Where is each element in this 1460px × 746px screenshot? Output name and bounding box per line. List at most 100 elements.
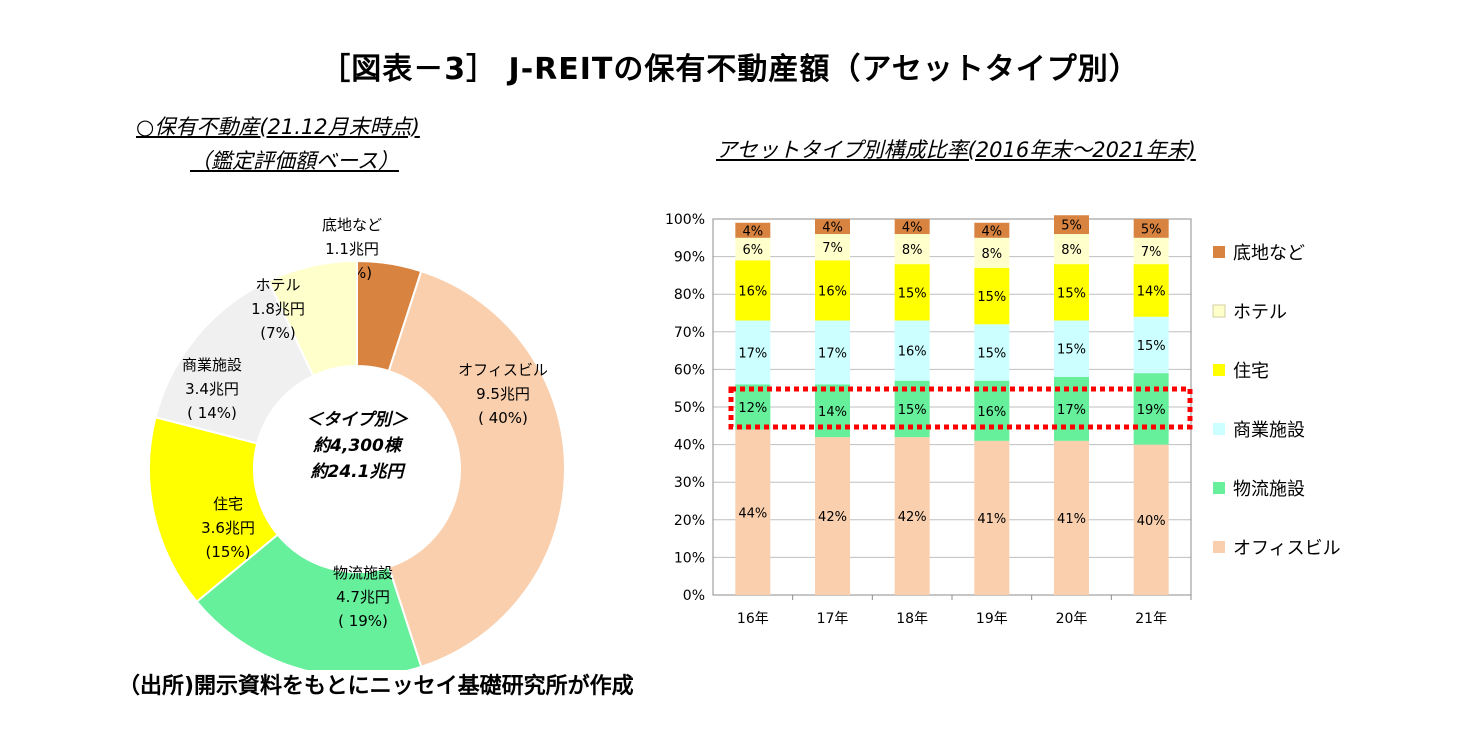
data-label-land: 4%: [743, 224, 764, 239]
donut-label-office: オフィスビル 9.5兆円( 40%): [458, 361, 548, 427]
donut-subtitle-line1: ○保有不動産(21.12月末時点): [136, 115, 420, 139]
y-tick-label: 60%: [674, 362, 705, 378]
data-label-hotel: 7%: [822, 241, 843, 256]
bar-segment-office: [974, 440, 1010, 595]
data-label-land: 4%: [982, 224, 1003, 239]
data-label-office: 40%: [1137, 514, 1166, 529]
data-label-office: 42%: [818, 510, 847, 525]
bar-segment-office: [735, 429, 771, 595]
bar-segment-retail: [1133, 316, 1169, 374]
x-tick-label: 20年: [1056, 611, 1088, 627]
donut-center-label: ＜タイプ別＞約4,300棟約24.1兆円: [306, 410, 409, 482]
bar-segment-land: [1133, 219, 1169, 238]
bar-segment-hotel: [894, 234, 930, 265]
legend-label-logistics: 物流施設: [1233, 479, 1305, 500]
bar-segment-retail: [894, 320, 930, 381]
donut-label-hotel: ホテル 1.8兆円(7%): [251, 276, 305, 342]
data-label-retail: 15%: [1137, 339, 1166, 354]
data-label-office: 41%: [977, 512, 1006, 527]
data-label-office: 41%: [1057, 512, 1086, 527]
legend-swatch-residential: [1213, 364, 1225, 376]
data-label-hotel: 8%: [902, 243, 923, 258]
donut-label-retail: 商業施設 3.4兆円( 14%): [182, 356, 242, 422]
x-tick-label: 17年: [817, 611, 849, 627]
bar-segment-retail: [974, 324, 1010, 381]
data-label-residential: 14%: [1137, 284, 1166, 299]
bar-segment-hotel: [815, 234, 850, 261]
source-note: （出所)開示資料をもとにニッセイ基礎研究所が作成: [118, 674, 634, 699]
donut-slice-retail: [154, 279, 315, 445]
data-label-logistics: 17%: [1057, 403, 1086, 418]
y-tick-label: 20%: [674, 513, 705, 529]
data-label-residential: 15%: [1057, 286, 1086, 301]
data-label-residential: 15%: [898, 286, 927, 301]
donut-label-residential: 住宅 3.6兆円(15%): [201, 495, 255, 561]
donut-label-logistics: 物流施設 4.7兆円( 19%): [333, 564, 393, 630]
x-tick-label: 18年: [896, 611, 928, 627]
bar-segment-logistics: [1133, 373, 1169, 445]
y-tick-label: 70%: [674, 325, 705, 341]
y-tick-label: 30%: [674, 475, 705, 491]
legend-label-retail: 商業施設: [1233, 420, 1305, 441]
highlight-box-logistics: [728, 386, 1193, 430]
data-label-logistics: 16%: [977, 405, 1006, 420]
donut-slice-logistics: [195, 533, 423, 670]
y-tick-label: 90%: [674, 250, 705, 266]
y-tick-label: 80%: [674, 287, 705, 303]
bar-segment-retail: [815, 320, 850, 385]
bar-segment-hotel: [1054, 234, 1089, 265]
bar-chart-subtitle: アセットタイプ別構成比率(2016年末～2021年末): [716, 138, 1196, 162]
donut-slice-residential: [148, 416, 280, 603]
bar-segment-residential: [1133, 264, 1169, 317]
bar-segment-hotel: [974, 237, 1010, 268]
bar-segment-residential: [974, 267, 1010, 325]
bar-segment-retail: [735, 320, 771, 385]
donut-slice-hotel: [267, 259, 358, 378]
bar-segment-residential: [735, 260, 771, 321]
data-label-logistics: 19%: [1137, 403, 1166, 418]
bar-segment-office: [894, 437, 930, 595]
x-tick-label: 16年: [737, 611, 769, 627]
bar-segment-residential: [1054, 264, 1089, 321]
figure-title: ［図表－3］ J-REITの保有不動産額（アセットタイプ別）: [320, 52, 1140, 87]
data-label-land: 4%: [822, 221, 843, 236]
legend-swatch-office: [1213, 541, 1225, 553]
x-tick-label: 19年: [976, 611, 1008, 627]
bar-segment-land: [1054, 215, 1089, 235]
y-tick-label: 40%: [674, 438, 705, 454]
data-label-residential: 16%: [818, 284, 847, 299]
legend-swatch-land: [1213, 246, 1225, 258]
legend-swatch-hotel: [1212, 304, 1226, 318]
data-label-residential: 15%: [977, 290, 1006, 305]
legend-label-hotel: ホテル: [1233, 302, 1287, 323]
x-tick-label: 21年: [1135, 611, 1167, 627]
data-label-retail: 15%: [977, 346, 1006, 361]
data-label-retail: 16%: [898, 345, 927, 360]
legend-swatch-retail: [1213, 423, 1225, 435]
data-label-office: 42%: [898, 510, 927, 525]
legend-swatch-logistics: [1213, 482, 1225, 494]
bar-segment-residential: [815, 260, 850, 321]
data-label-retail: 17%: [818, 346, 847, 361]
bar-segment-land: [815, 219, 850, 235]
y-tick-label: 50%: [674, 400, 705, 416]
legend-label-residential: 住宅: [1233, 361, 1269, 382]
data-label-retail: 15%: [1057, 343, 1086, 358]
donut-subtitle-line2: （鑑定評価額ベース）: [190, 149, 399, 173]
stacked-bar-chart: 0% 10% 20% 30% 40% 50% 60% 70% 80% 90% 100% 44% 12% 1…: [665, 212, 1341, 627]
data-label-hotel: 7%: [1141, 245, 1162, 260]
y-tick-label: 0%: [683, 588, 705, 604]
data-label-retail: 17%: [738, 346, 767, 361]
legend-label-office: オフィスビル: [1233, 538, 1341, 559]
data-label-hotel: 8%: [1061, 243, 1082, 258]
bar-segment-logistics: [735, 384, 771, 430]
data-label-office: 44%: [738, 506, 767, 521]
bar-segment-residential: [894, 264, 930, 321]
bar-segment-office: [815, 437, 850, 595]
data-label-hotel: 6%: [743, 243, 764, 258]
data-label-logistics: 12%: [738, 401, 767, 416]
data-label-land: 4%: [902, 221, 923, 236]
donut-slice-office: [387, 269, 567, 669]
data-label-hotel: 8%: [982, 247, 1003, 262]
